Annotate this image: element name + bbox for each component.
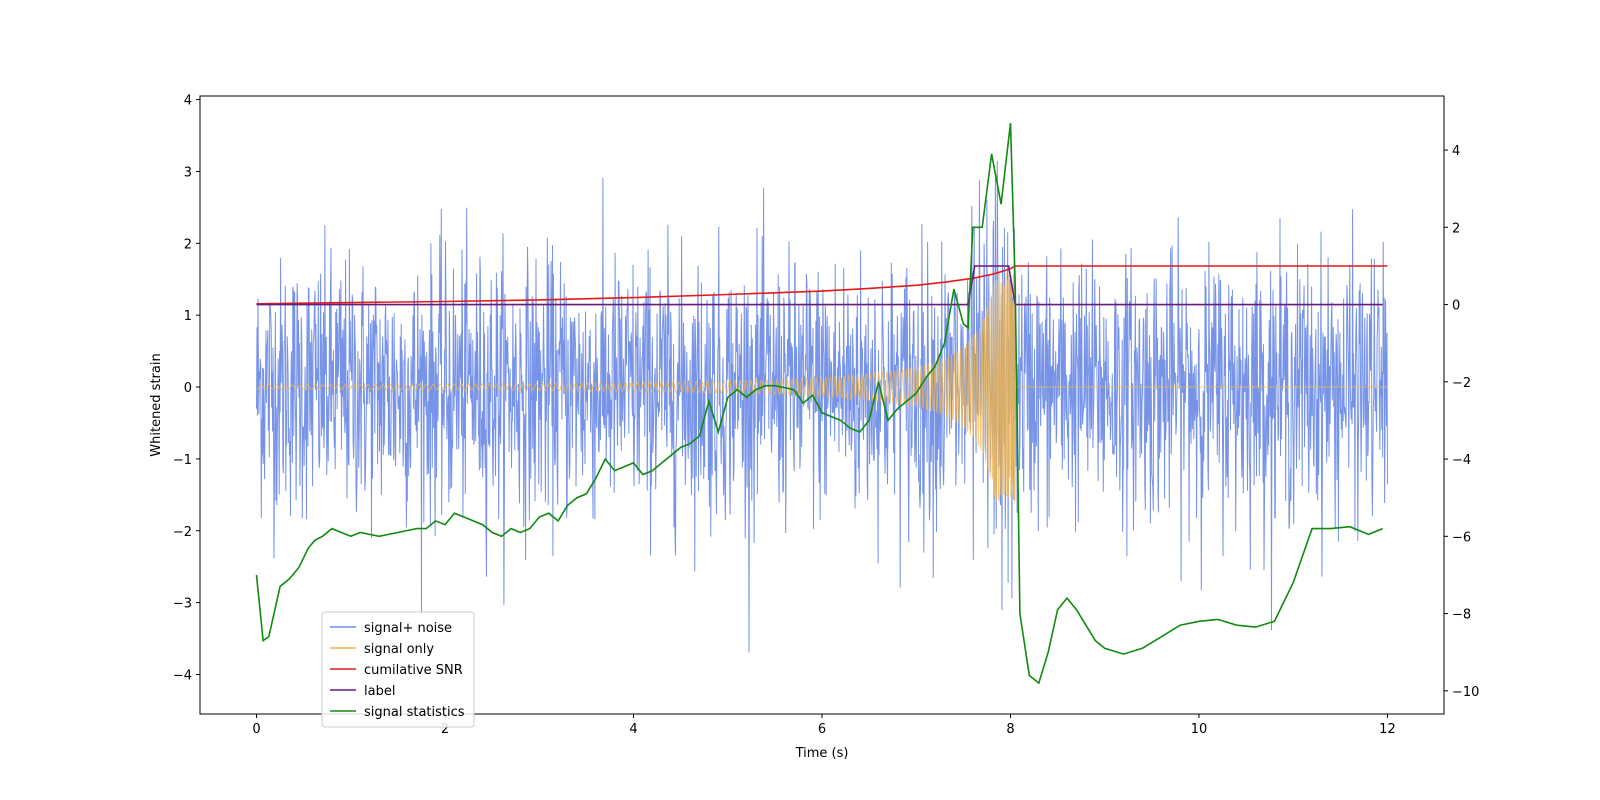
legend-label-signal-noise: signal+ noise	[364, 621, 452, 636]
legend-label-signal-only: signal only	[364, 642, 434, 657]
legend-label-label: label	[364, 684, 395, 699]
series-label	[256, 265, 1383, 306]
y-tick-label--2: −2	[173, 525, 192, 540]
x-tick-label-10: 10	[1191, 722, 1208, 737]
x-tick-label-4: 4	[629, 722, 637, 737]
y2-tick-label-2: 2	[1452, 221, 1460, 236]
x-tick-label-0: 0	[252, 722, 260, 737]
y-tick-label-2: 2	[184, 237, 192, 252]
series-cumilative-snr	[256, 265, 1388, 305]
y2-tick-label--2: −2	[1452, 376, 1471, 391]
legend-label-signal-statistics: signal statistics	[364, 705, 465, 720]
series-signal-only	[256, 272, 1388, 502]
y-tick-label-0: 0	[184, 381, 192, 396]
y2-tick-label-0: 0	[1452, 299, 1460, 314]
y-tick-label-3: 3	[184, 165, 192, 180]
x-tick-label-6: 6	[818, 722, 826, 737]
y-tick-label--3: −3	[173, 597, 192, 612]
x-tick-label-2: 2	[441, 722, 449, 737]
x-axis-label: Time (s)	[795, 746, 849, 761]
y-axis-label: Whitened strain	[149, 353, 164, 456]
y-tick-label--4: −4	[173, 668, 192, 683]
y-tick-label-1: 1	[184, 309, 192, 324]
x-tick-label-8: 8	[1006, 722, 1014, 737]
y2-tick-label--4: −4	[1452, 453, 1471, 468]
y2-tick-label--10: −10	[1452, 685, 1479, 700]
y-tick-label-4: 4	[184, 94, 192, 109]
y-tick-label--1: −1	[173, 453, 192, 468]
y2-tick-label-4: 4	[1452, 144, 1460, 159]
series-signal-noise	[256, 160, 1388, 653]
legend-label-cumilative-snr: cumilative SNR	[364, 663, 463, 678]
x-tick-label-12: 12	[1379, 722, 1396, 737]
series-signal-statistics	[255, 122, 1384, 685]
legend-box	[321, 611, 475, 728]
legend: signal+ noise signal only cumilative SNR la…	[321, 611, 475, 728]
y2-tick-label--6: −6	[1452, 530, 1471, 545]
y2-tick-label--8: −8	[1452, 608, 1471, 623]
